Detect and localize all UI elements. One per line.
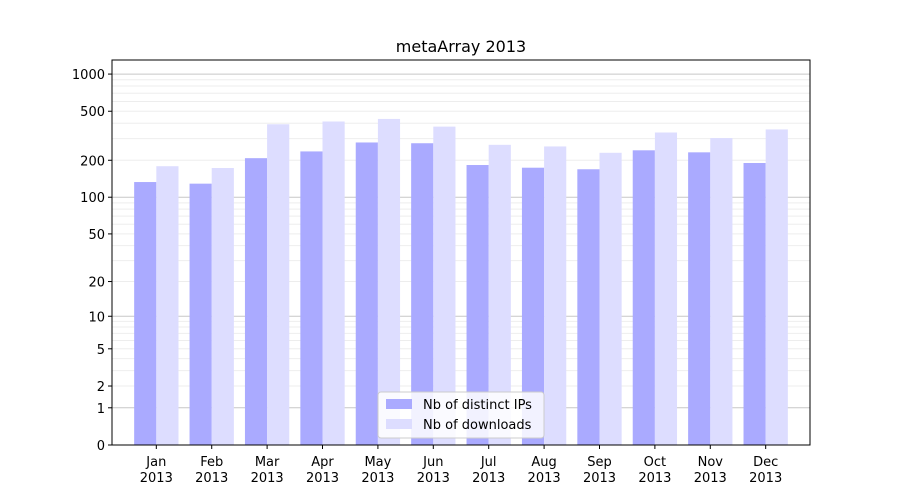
bar-distinct-ips (688, 152, 711, 445)
x-tick-label-year: 2013 (638, 471, 671, 486)
x-tick-label-month: Apr (311, 455, 334, 470)
bar-distinct-ips (577, 169, 600, 445)
x-tick-label-year: 2013 (417, 471, 450, 486)
legend-swatch (386, 399, 412, 409)
x-tick-label-month: Jan (145, 455, 166, 470)
y-tick-label: 2 (97, 380, 105, 395)
bars (134, 118, 788, 446)
y-tick-label: 500 (80, 105, 105, 120)
bar-downloads (156, 166, 179, 445)
y-axis: 0 1 2 5 10 20 50 100 200 500 1000 (72, 68, 112, 454)
x-tick-label-month: Dec (753, 455, 778, 470)
legend-swatch (386, 419, 412, 429)
x-tick-label-year: 2013 (140, 471, 173, 486)
x-tick-label-year: 2013 (749, 471, 782, 486)
bar-downloads (377, 118, 401, 445)
bar-downloads (433, 126, 456, 445)
bar-distinct-ips (244, 158, 268, 445)
bar-downloads (654, 132, 678, 445)
bar-downloads (211, 168, 234, 445)
plot-frame (111, 59, 811, 446)
bar-downloads (765, 129, 788, 445)
bar-distinct-ips (411, 143, 434, 445)
x-tick-label-year: 2013 (251, 471, 284, 486)
x-tick-label-month: Aug (531, 455, 556, 470)
x-tick-label-month: Mar (255, 455, 280, 470)
x-tick-label-month: May (364, 455, 391, 470)
x-tick-label-year: 2013 (195, 471, 228, 486)
bar-distinct-ips (521, 167, 545, 445)
bar-downloads (322, 121, 345, 445)
x-tick-label-year: 2013 (306, 471, 339, 486)
y-tick-label: 50 (88, 228, 105, 243)
bar-distinct-ips (355, 142, 378, 445)
y-tick-label: 20 (88, 276, 105, 291)
y-tick-label: 5 (97, 343, 105, 358)
y-tick-label: 100 (80, 191, 105, 206)
bar-downloads (544, 146, 567, 446)
x-tick-label-year: 2013 (472, 471, 505, 486)
x-tick-label-year: 2013 (583, 471, 616, 486)
x-tick-label-year: 2013 (361, 471, 394, 486)
bar-distinct-ips (466, 165, 489, 445)
bar-downloads (267, 124, 290, 446)
x-tick-label-month: Jun (422, 455, 443, 470)
bar-distinct-ips (189, 183, 212, 445)
x-tick-label-year: 2013 (528, 471, 561, 486)
x-tick-label-month: Jul (480, 455, 497, 470)
legend-label: Nb of distinct IPs (423, 398, 532, 413)
legend: Nb of distinct IPs Nb of downloads (377, 391, 545, 439)
x-tick-label-month: Nov (698, 455, 724, 470)
bar-downloads (488, 144, 511, 446)
bar-distinct-ips (134, 182, 157, 445)
y-tick-label: 1 (97, 402, 105, 417)
x-tick-label-month: Sep (587, 455, 612, 470)
bar-distinct-ips (632, 150, 655, 445)
y-tick-label: 1000 (72, 68, 105, 83)
bar-distinct-ips (300, 151, 323, 446)
bar-downloads (710, 138, 733, 446)
x-tick-label-month: Feb (200, 455, 223, 470)
x-tick-label-year: 2013 (694, 471, 727, 486)
y-tick-label: 200 (80, 154, 105, 169)
y-tick-label: 10 (88, 310, 105, 325)
x-axis: Jan2013Feb2013Mar2013Apr2013May2013Jun20… (140, 445, 782, 486)
bar-distinct-ips (743, 163, 766, 446)
chart-title: metaArray 2013 (396, 37, 526, 56)
bar-downloads (599, 152, 622, 445)
legend-label: Nb of downloads (423, 418, 532, 433)
x-tick-label-month: Oct (644, 455, 666, 470)
legend-box (377, 391, 545, 439)
y-tick-label: 0 (97, 439, 105, 454)
